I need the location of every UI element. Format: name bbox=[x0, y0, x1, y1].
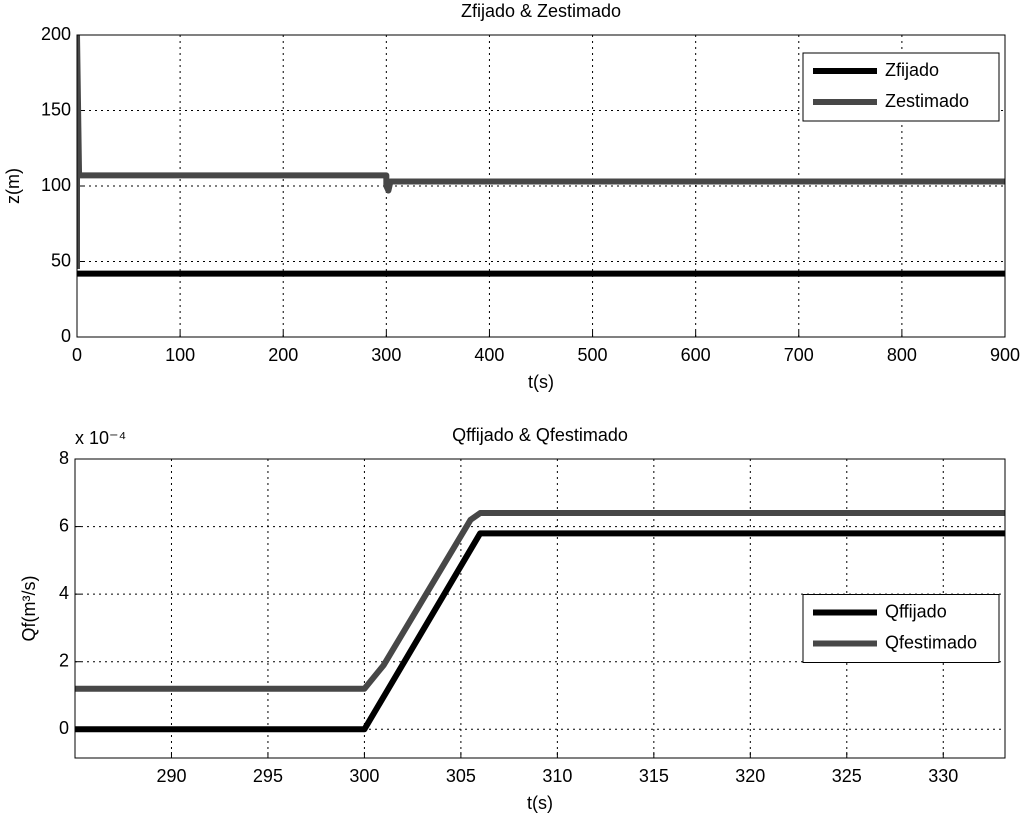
x-tick-label: 310 bbox=[542, 766, 572, 786]
plot-frame bbox=[74, 458, 1006, 759]
x-tick-label: 300 bbox=[371, 345, 401, 365]
series-group bbox=[75, 510, 1005, 733]
x-tick-label: 600 bbox=[681, 345, 711, 365]
x-tick-label: 400 bbox=[474, 345, 504, 365]
y-axis-label: z(m) bbox=[3, 168, 23, 204]
chart-title: Zfijado & Zestimado bbox=[461, 1, 621, 21]
x-tick-label: 700 bbox=[784, 345, 814, 365]
x-tick-label: 320 bbox=[735, 766, 765, 786]
x-tick-label: 500 bbox=[578, 345, 608, 365]
y-multiplier: x 10⁻⁴ bbox=[75, 428, 126, 448]
y-tick-label: 0 bbox=[61, 326, 71, 346]
legend-box bbox=[802, 52, 1000, 122]
x-tick-label: 100 bbox=[165, 345, 195, 365]
y-axis-label: Qf(m³/s) bbox=[19, 576, 39, 642]
legend-box bbox=[802, 594, 1000, 663]
x-tick-label: 300 bbox=[349, 766, 379, 786]
series-line bbox=[75, 530, 1005, 733]
chart-title: Qffijado & Qfestimado bbox=[452, 425, 628, 445]
legend-label: Qffijado bbox=[885, 601, 947, 621]
x-tick-label: 900 bbox=[990, 345, 1020, 365]
x-tick-label: 200 bbox=[268, 345, 298, 365]
x-tick-label: 325 bbox=[832, 766, 862, 786]
x-tick-label: 315 bbox=[639, 766, 669, 786]
y-tick-label: 6 bbox=[59, 515, 69, 535]
x-tick-label: 800 bbox=[887, 345, 917, 365]
x-axis-label: t(s) bbox=[528, 372, 554, 392]
x-tick-label: 290 bbox=[156, 766, 186, 786]
plot-frame bbox=[76, 34, 1006, 338]
legend-label: Zfijado bbox=[885, 60, 939, 80]
x-tick-label: 0 bbox=[72, 345, 82, 365]
legend-label: Qfestimado bbox=[885, 632, 977, 652]
y-tick-label: 2 bbox=[59, 650, 69, 670]
legend-label: Zestimado bbox=[885, 91, 969, 111]
x-tick-label: 330 bbox=[928, 766, 958, 786]
y-tick-label: 200 bbox=[41, 24, 71, 44]
series-line bbox=[75, 510, 1005, 692]
x-tick-label: 295 bbox=[253, 766, 283, 786]
y-tick-label: 150 bbox=[41, 99, 71, 119]
y-tick-label: 100 bbox=[41, 175, 71, 195]
y-tick-label: 8 bbox=[59, 448, 69, 468]
x-tick-label: 305 bbox=[446, 766, 476, 786]
x-axis-label: t(s) bbox=[527, 793, 553, 813]
y-tick-label: 4 bbox=[59, 583, 69, 603]
y-tick-label: 50 bbox=[51, 250, 71, 270]
y-tick-label: 0 bbox=[59, 718, 69, 738]
